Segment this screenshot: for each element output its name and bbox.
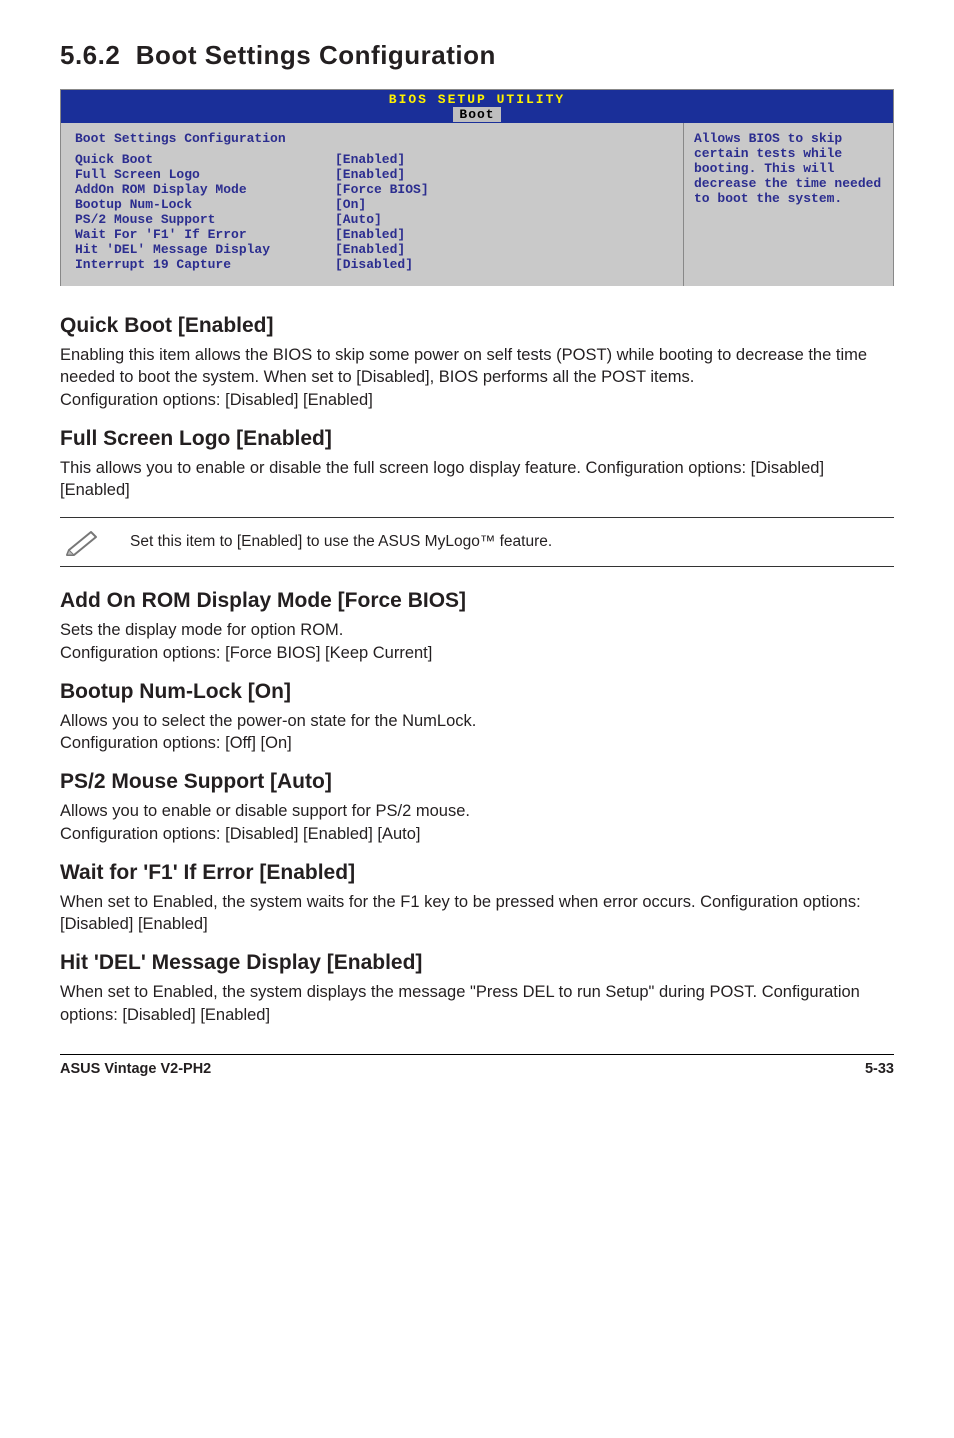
pencil-icon — [60, 526, 106, 558]
bios-setting-row: AddOn ROM Display Mode[Force BIOS] — [75, 182, 673, 197]
bios-setting-value: [Auto] — [335, 212, 382, 227]
option-description: Allows you to enable or disable support … — [60, 800, 894, 845]
bios-setting-key: Full Screen Logo — [75, 167, 335, 182]
option-heading: Quick Boot [Enabled] — [60, 314, 894, 338]
bios-setting-row: Bootup Num-Lock[On] — [75, 197, 673, 212]
bios-setting-key: AddOn ROM Display Mode — [75, 182, 335, 197]
bios-tab: Boot — [453, 107, 500, 122]
option-description: When set to Enabled, the system waits fo… — [60, 891, 894, 936]
option-heading: PS/2 Mouse Support [Auto] — [60, 770, 894, 794]
bios-setting-value: [On] — [335, 197, 366, 212]
bios-setting-key: Hit 'DEL' Message Display — [75, 242, 335, 257]
bios-setting-key: Wait For 'F1' If Error — [75, 227, 335, 242]
bios-setting-value: [Enabled] — [335, 152, 405, 167]
bios-setting-row: Full Screen Logo[Enabled] — [75, 167, 673, 182]
option-description: Allows you to select the power-on state … — [60, 710, 894, 755]
option-description: This allows you to enable or disable the… — [60, 457, 894, 502]
bios-settings-panel: Boot Settings Configuration Quick Boot[E… — [61, 123, 683, 286]
bios-setting-key: Bootup Num-Lock — [75, 197, 335, 212]
bios-panel-title: Boot Settings Configuration — [75, 131, 673, 146]
footer-left: ASUS Vintage V2-PH2 — [60, 1061, 211, 1077]
bios-header: BIOS SETUP UTILITY Boot — [61, 90, 893, 123]
option-heading: Add On ROM Display Mode [Force BIOS] — [60, 589, 894, 613]
bios-help-panel: Allows BIOS to skip certain tests while … — [683, 123, 893, 286]
option-description: When set to Enabled, the system displays… — [60, 981, 894, 1026]
bios-body: Boot Settings Configuration Quick Boot[E… — [61, 123, 893, 286]
option-heading: Bootup Num-Lock [On] — [60, 680, 894, 704]
note-callout: Set this item to [Enabled] to use the AS… — [60, 517, 894, 567]
bios-setting-row: Interrupt 19 Capture[Disabled] — [75, 257, 673, 272]
note-text: Set this item to [Enabled] to use the AS… — [130, 533, 552, 551]
bios-setting-value: [Enabled] — [335, 227, 405, 242]
bios-setting-row: PS/2 Mouse Support[Auto] — [75, 212, 673, 227]
bios-setting-row: Hit 'DEL' Message Display[Enabled] — [75, 242, 673, 257]
bios-setting-value: [Force BIOS] — [335, 182, 429, 197]
bios-setting-key: Quick Boot — [75, 152, 335, 167]
bios-setting-key: PS/2 Mouse Support — [75, 212, 335, 227]
bios-setting-value: [Disabled] — [335, 257, 413, 272]
bios-header-title: BIOS SETUP UTILITY — [389, 92, 565, 107]
page-footer: ASUS Vintage V2-PH2 5-33 — [60, 1054, 894, 1077]
bios-setting-row: Wait For 'F1' If Error[Enabled] — [75, 227, 673, 242]
bios-setting-key: Interrupt 19 Capture — [75, 257, 335, 272]
option-heading: Wait for 'F1' If Error [Enabled] — [60, 861, 894, 885]
option-description: Enabling this item allows the BIOS to sk… — [60, 344, 894, 411]
section-number: 5.6.2 — [60, 40, 120, 70]
bios-screenshot: BIOS SETUP UTILITY Boot Boot Settings Co… — [60, 89, 894, 286]
bios-rows: Quick Boot[Enabled]Full Screen Logo[Enab… — [75, 152, 673, 272]
bios-setting-value: [Enabled] — [335, 167, 405, 182]
bios-setting-row: Quick Boot[Enabled] — [75, 152, 673, 167]
option-heading: Hit 'DEL' Message Display [Enabled] — [60, 951, 894, 975]
footer-right: 5-33 — [865, 1061, 894, 1077]
bios-setting-value: [Enabled] — [335, 242, 405, 257]
section-heading: 5.6.2 Boot Settings Configuration — [60, 40, 894, 71]
section-title: Boot Settings Configuration — [136, 40, 496, 70]
option-heading: Full Screen Logo [Enabled] — [60, 427, 894, 451]
option-description: Sets the display mode for option ROM.Con… — [60, 619, 894, 664]
